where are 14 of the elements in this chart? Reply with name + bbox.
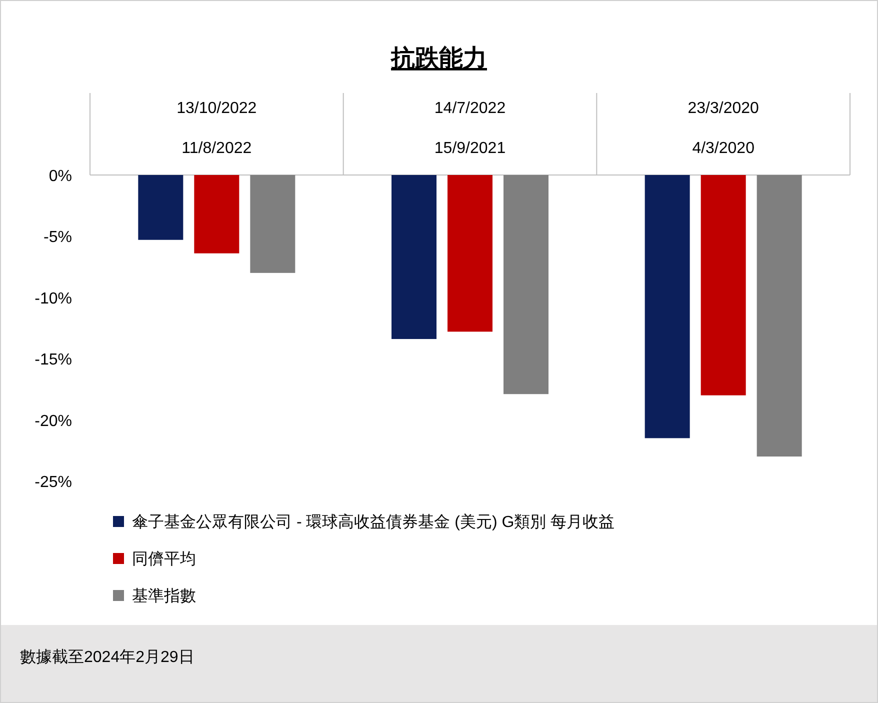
y-tick-label: -20%	[34, 412, 72, 430]
legend-label: 基準指數	[132, 587, 196, 605]
legend-label: 同儕平均	[132, 550, 196, 568]
y-tick-label: -15%	[34, 352, 72, 369]
category-label: 14/7/2022 15/9/2021	[434, 100, 506, 157]
legend-label: 傘子基金公眾有限公司 - 環球高收益債券基金 (美元) G類別 每月收益	[132, 513, 615, 531]
y-tick-label: -25%	[34, 474, 72, 491]
y-tick-label: 0%	[48, 168, 72, 185]
text: 數據截至2024年2月29日	[20, 648, 194, 666]
category-label: 13/10/2022 11/8/2022	[176, 100, 257, 157]
category-label: 23/3/2020 4/3/2020	[688, 100, 759, 157]
chart-title: 抗跌能力	[390, 45, 487, 72]
y-tick-label: -5%	[44, 229, 72, 246]
y-tick-label: -10%	[34, 290, 72, 308]
